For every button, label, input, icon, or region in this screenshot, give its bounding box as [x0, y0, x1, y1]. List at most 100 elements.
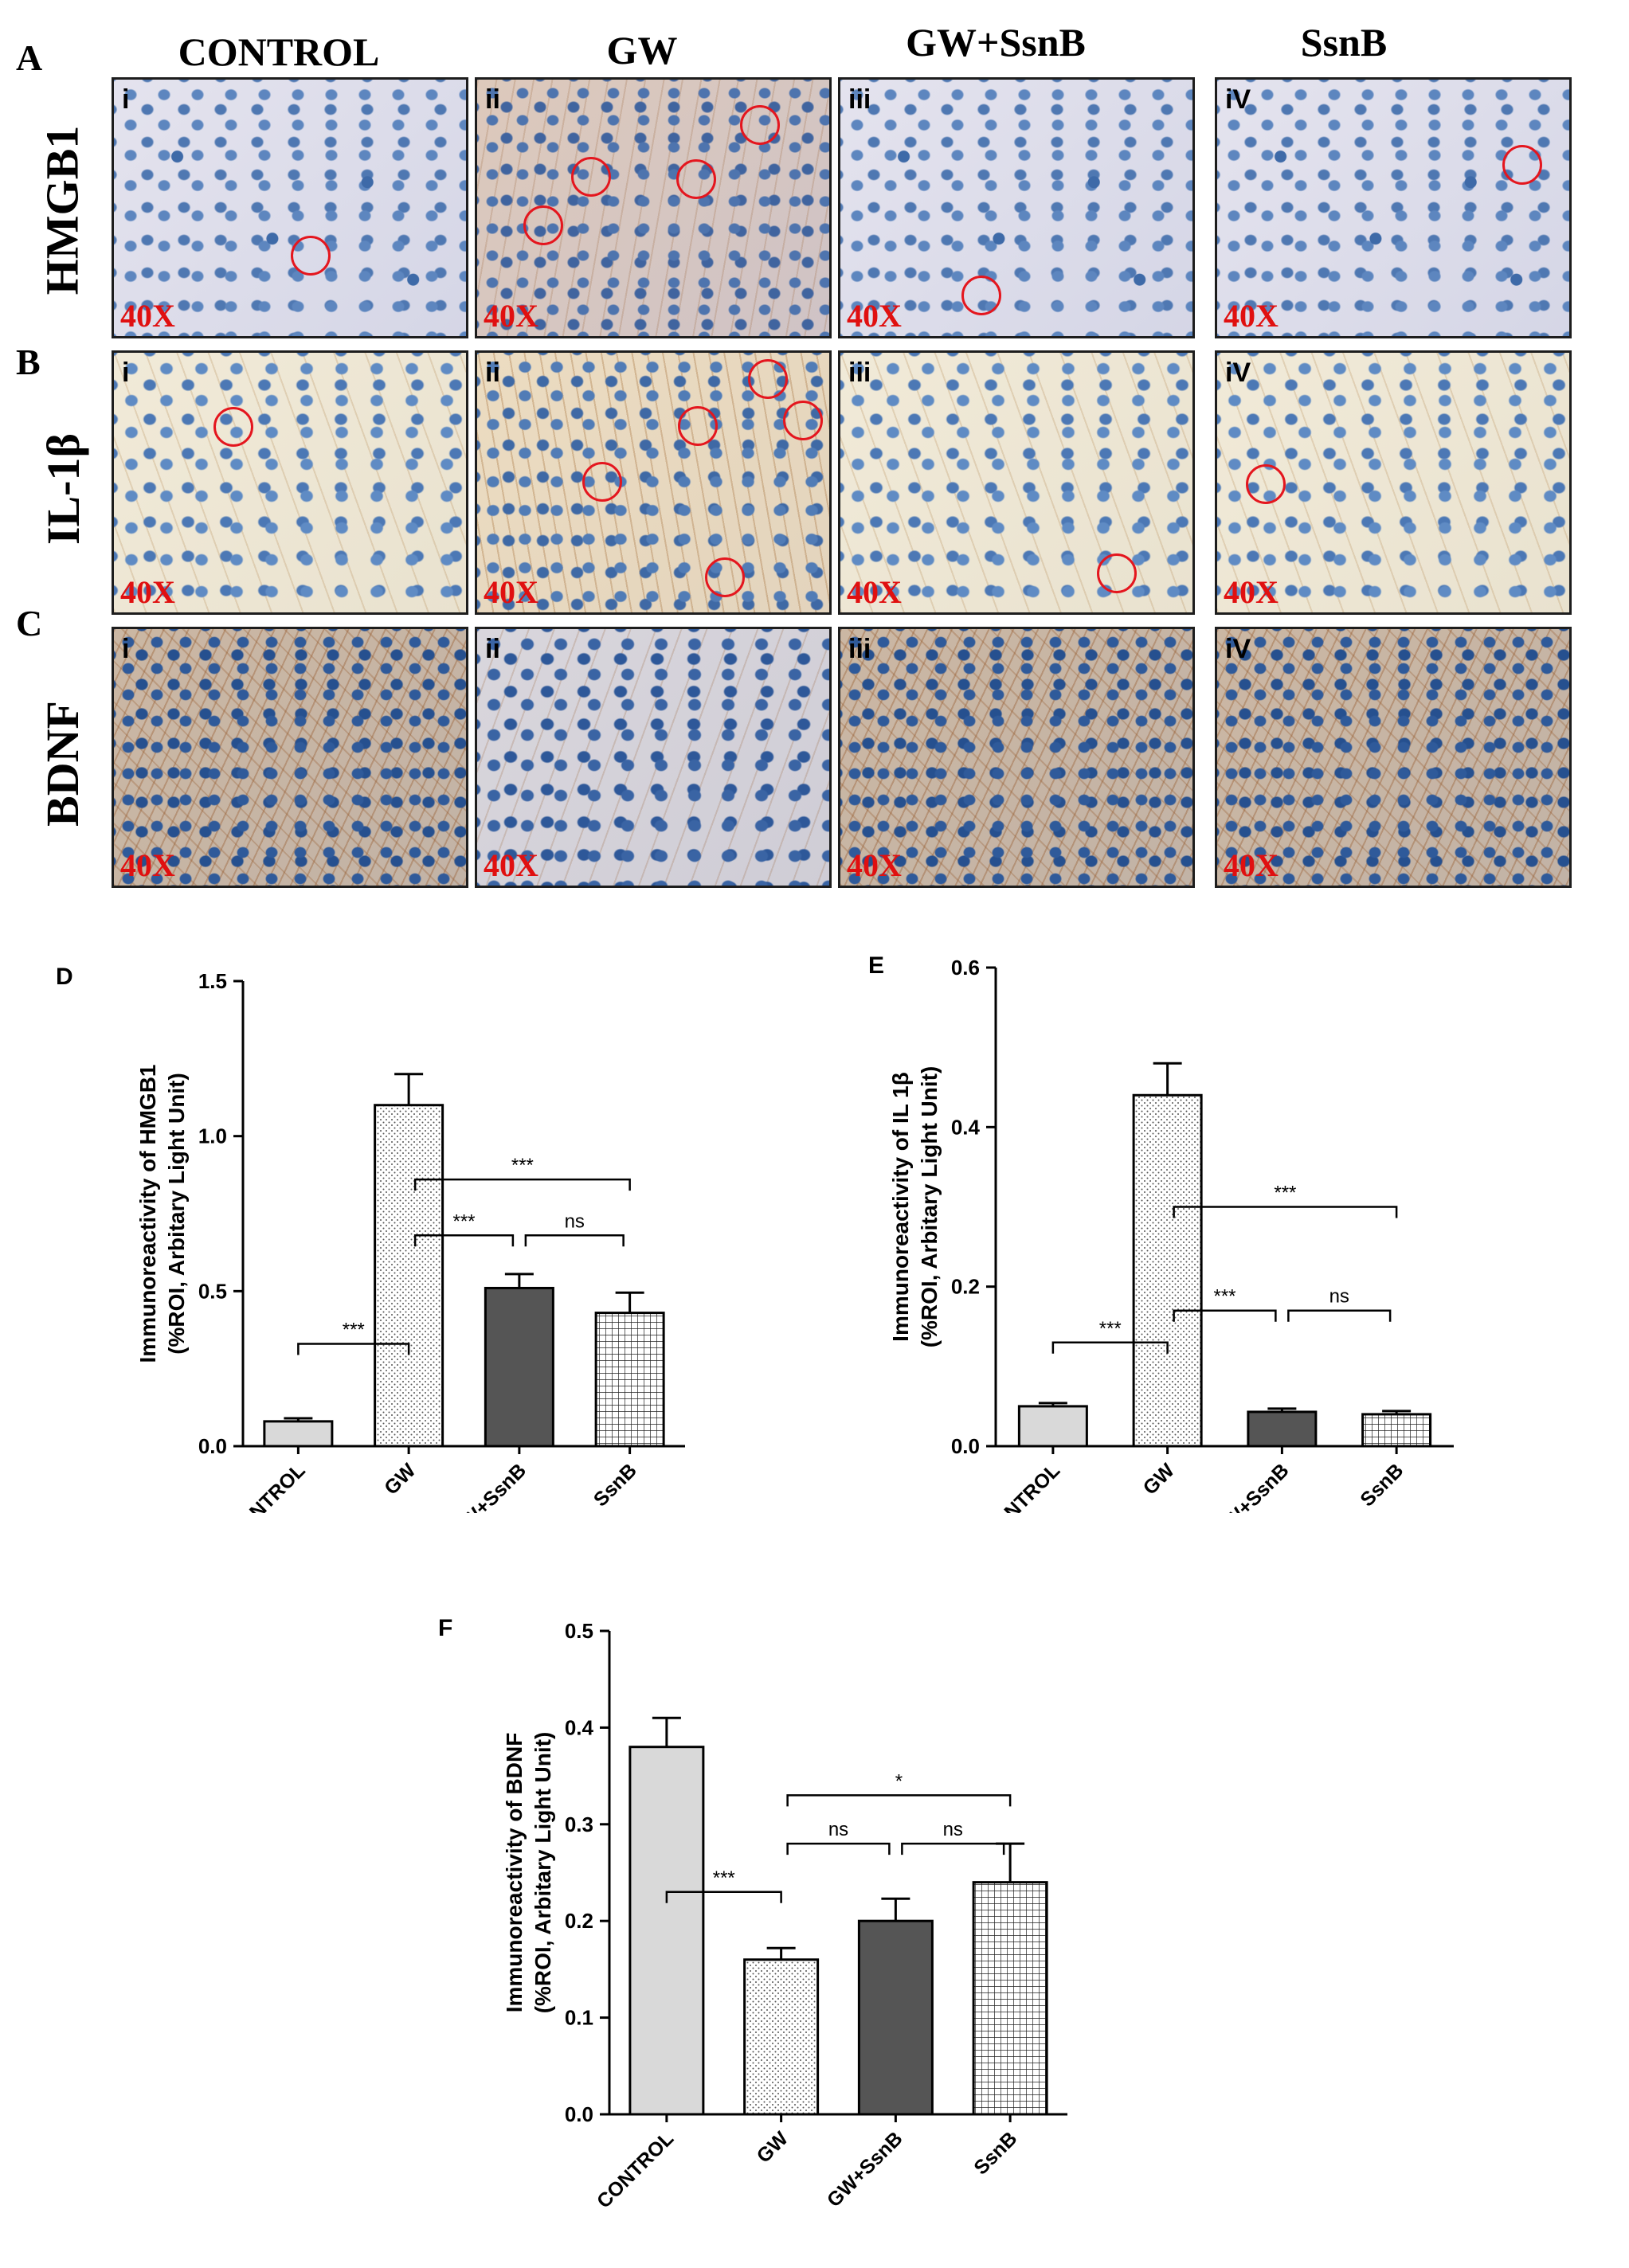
y-axis-label-line1: Immunoreactivity of BDNF — [502, 1733, 527, 2013]
sub-label: i — [122, 84, 130, 115]
significance-label: *** — [343, 1320, 365, 1341]
magnification-label: 40X — [484, 298, 538, 334]
micrograph-il1b-gw-ssnb: iii 40X — [838, 350, 1195, 615]
bar-ssnb — [972, 1881, 1048, 2116]
panel-letter-e: E — [868, 952, 884, 979]
bar-gw-ssnb — [857, 1919, 934, 2116]
marker-circle — [783, 401, 823, 440]
bar-ssnb — [594, 1312, 665, 1448]
significance-bracket — [524, 1234, 625, 1247]
significance-label: ns — [943, 1819, 963, 1840]
significance-bracket — [1173, 1309, 1277, 1322]
y-tick-label: 0.0 — [565, 2102, 593, 2126]
y-tick-label: 0.5 — [565, 1619, 593, 1643]
significance-bracket — [1173, 1206, 1398, 1218]
bar-gw-ssnb — [484, 1286, 554, 1448]
y-axis-label-line1: Immunoreactivity of IL 1β — [888, 1072, 913, 1342]
significance-bracket — [297, 1343, 410, 1355]
x-tick-label: GW — [380, 1459, 421, 1500]
sub-label: ii — [485, 84, 500, 115]
marker-circle — [678, 406, 718, 446]
bar-control — [263, 1420, 334, 1448]
column-header-gw: GW — [606, 28, 678, 72]
bar-control — [628, 1746, 705, 2116]
micrograph-bdnf-gw-ssnb: iii 40X — [838, 627, 1195, 888]
x-tick-label: GW+SsnB — [446, 1459, 531, 1513]
significance-label: *** — [1274, 1183, 1296, 1204]
row-label-hmgb1: HMGB1 — [36, 125, 88, 295]
significance-bracket — [1051, 1341, 1169, 1354]
significance-label: * — [895, 1770, 903, 1792]
y-tick-label: 0.5 — [198, 1279, 227, 1303]
significance-bracket — [901, 1842, 1005, 1855]
significance-bracket — [1287, 1309, 1392, 1322]
sub-label: iV — [1225, 84, 1251, 115]
marker-circle — [291, 236, 331, 276]
y-tick-label: 0.2 — [951, 1275, 980, 1299]
significance-label: ns — [565, 1210, 585, 1232]
bar-chart-f: F 0.0 0.1 0.2 0.3 0.4 0.5 Immunoreactivity of B… — [438, 1615, 1067, 2213]
sub-label: ii — [485, 358, 500, 388]
bar-gw-ssnb — [1247, 1410, 1318, 1448]
marker-circle — [1097, 553, 1137, 593]
marker-circle — [571, 157, 611, 197]
y-tick-label: 1.5 — [198, 969, 227, 993]
y-axis-label-line2: (%ROI, Arbitary Light Unit) — [531, 1732, 555, 2014]
x-tick-label: SsnB — [1356, 1459, 1408, 1511]
marker-circle — [748, 359, 788, 399]
panel-letter-a: A — [16, 37, 43, 78]
magnification-label: 40X — [484, 574, 538, 610]
bar-chart-d: D 0.0 0.5 1.0 1.5 Immunoreactivity of HMGB1 (%… — [56, 964, 685, 1513]
x-tick-label: CONTROL — [593, 2127, 678, 2212]
magnification-label: 40X — [1224, 298, 1279, 334]
marker-circle — [523, 205, 563, 245]
y-axis-label-line2: (%ROI, Arbitary Light Unit) — [917, 1066, 942, 1348]
bar-chart-e: E 0.0 0.2 0.4 0.6 Immunoreactivity of IL 1β (%… — [868, 952, 1454, 1513]
magnification-label: 40X — [1224, 847, 1279, 883]
micrograph-hmgb1-gw: ii 40X — [475, 77, 832, 338]
sub-label: iii — [848, 84, 871, 115]
micrograph-hmgb1-gw-ssnb: iii 40X — [838, 77, 1195, 338]
significance-label: ns — [828, 1819, 848, 1840]
sub-label: iV — [1225, 634, 1251, 664]
micrograph-hmgb1-control: i 40X — [112, 77, 468, 338]
y-tick-label: 0.4 — [951, 1115, 981, 1139]
micrograph-bdnf-gw: ii 40X — [475, 627, 832, 888]
significance-label: *** — [1099, 1318, 1122, 1339]
y-tick-label: 0.0 — [198, 1434, 227, 1458]
x-tick-label: CONTROL — [979, 1459, 1064, 1513]
significance-bracket — [413, 1234, 515, 1247]
marker-circle — [740, 105, 780, 145]
sub-label: i — [122, 358, 130, 388]
sub-label: i — [122, 634, 130, 664]
magnification-label: 40X — [484, 847, 538, 883]
significance-label: ns — [1329, 1286, 1349, 1308]
bar-gw — [374, 1104, 444, 1448]
magnification-label: 40X — [1224, 574, 1279, 610]
micrograph-hmgb1-ssnb: iV 40X — [1215, 77, 1572, 338]
bar-ssnb — [1361, 1413, 1432, 1448]
y-tick-label: 0.4 — [565, 1715, 594, 1739]
bar-control — [1017, 1405, 1088, 1448]
significance-label: *** — [452, 1210, 475, 1232]
marker-circle — [705, 557, 745, 597]
sub-label: ii — [485, 634, 500, 664]
magnification-label: 40X — [847, 847, 902, 883]
panel-letter-f: F — [438, 1615, 452, 1641]
significance-label: *** — [713, 1867, 735, 1889]
row-label-il1b: IL-1β — [37, 432, 90, 545]
x-tick-label: SsnB — [589, 1459, 641, 1511]
magnification-label: 40X — [847, 298, 902, 334]
significance-label: *** — [511, 1155, 534, 1176]
y-tick-label: 0.1 — [565, 2006, 593, 2030]
significance-bracket — [413, 1178, 631, 1191]
magnification-label: 40X — [847, 574, 902, 610]
y-axis-label-line2: (%ROI, Arbitary Light Unit) — [164, 1073, 189, 1355]
column-header-gw-ssnb: GW+SsnB — [906, 20, 1086, 65]
marker-circle — [1246, 464, 1286, 504]
bar-gw — [743, 1958, 820, 2116]
panel-letter-d: D — [56, 964, 73, 990]
y-tick-label: 1.0 — [198, 1124, 227, 1148]
y-tick-label: 0.6 — [951, 956, 980, 980]
marker-circle — [961, 276, 1001, 315]
